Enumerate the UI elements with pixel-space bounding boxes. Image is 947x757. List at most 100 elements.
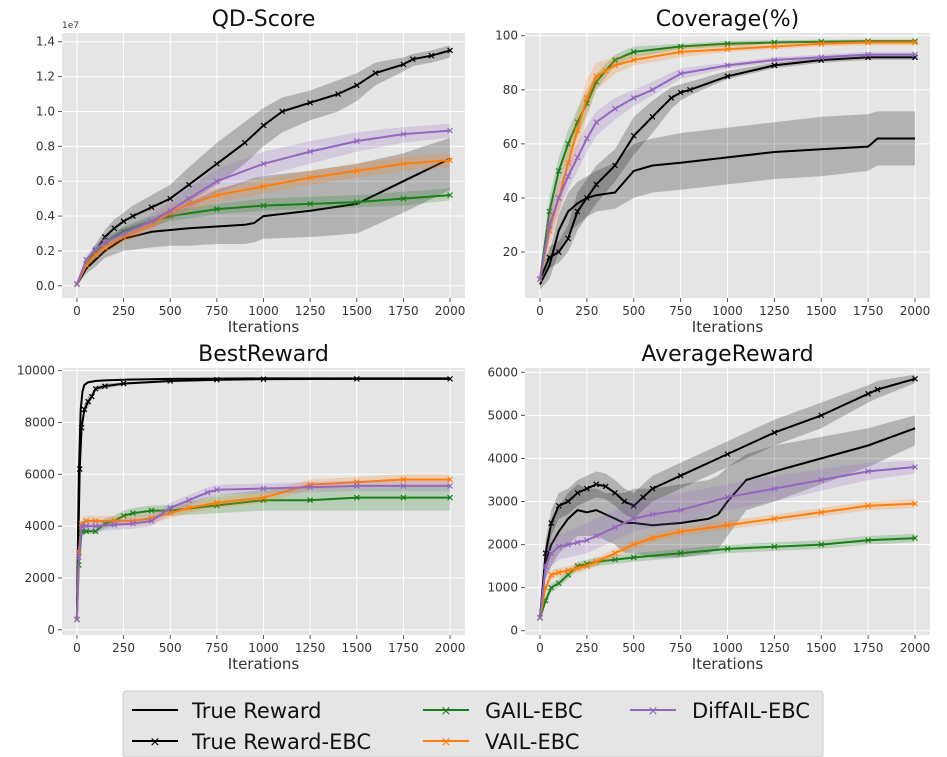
point-true-reward-ebc (912, 375, 918, 382)
point-true-reward-ebc (307, 99, 314, 106)
band-true-reward (540, 111, 915, 290)
point-vail-ebc (185, 200, 192, 207)
point-vail-ebc (307, 174, 314, 181)
point-true-reward-ebc (555, 249, 562, 255)
point-diffail-ebc (213, 178, 220, 185)
y-tick-label: 3000 (487, 495, 518, 509)
point-vail-ebc (101, 244, 108, 251)
point-true-reward-ebc (88, 393, 95, 400)
series-diffail-ebc (537, 51, 918, 285)
point-vail-ebc (593, 73, 600, 80)
point-diffail-ebc (204, 489, 211, 496)
series-true-reward (76, 137, 451, 286)
point-vail-ebc (213, 499, 220, 506)
point-true-reward-ebc (612, 489, 618, 496)
point-true-reward-ebc (668, 94, 675, 101)
point-gail-ebc (555, 167, 562, 174)
point-diffail-ebc (649, 86, 656, 93)
x-tick-label: 500 (159, 641, 182, 655)
x-tick-label: 2000 (900, 641, 931, 655)
x-tick-label: 500 (159, 304, 182, 318)
y-tick-label: 2000 (24, 571, 55, 585)
legend-marker-diffail-ebc: × (648, 704, 659, 719)
point-gail-ebc (447, 192, 453, 199)
point-gail-ebc (400, 195, 407, 202)
band-true-reward (540, 415, 915, 620)
x-tick-label: 750 (205, 641, 228, 655)
legend-marker-true-reward-ebc: × (150, 735, 161, 750)
point-gail-ebc (307, 200, 314, 207)
y-tick-label: 10000 (17, 364, 55, 378)
point-gail-ebc (724, 545, 731, 552)
point-diffail-ebc (129, 520, 136, 527)
point-diffail-ebc (677, 70, 684, 77)
point-gail-ebc (353, 494, 360, 501)
point-true-reward-ebc (602, 483, 609, 490)
x-tick-label: 1250 (759, 304, 790, 318)
point-diffail-ebc (574, 539, 581, 546)
point-vail-ebc (447, 157, 453, 164)
point-diffail-ebc (818, 477, 825, 483)
x-tick-label: 750 (669, 641, 692, 655)
point-true-reward-ebc (630, 132, 637, 139)
point-gail-ebc (865, 537, 872, 544)
point-true-reward-ebc (353, 82, 360, 89)
line-diffail-ebc (539, 53, 915, 280)
point-diffail-ebc (185, 497, 192, 504)
point-vail-ebc (677, 528, 684, 535)
point-diffail-ebc (75, 554, 82, 561)
point-gail-ebc (546, 208, 553, 215)
band-vail-ebc (76, 153, 451, 286)
series-true-reward (539, 111, 915, 290)
point-true-reward-ebc (630, 502, 637, 509)
y-tick-label: 6000 (24, 467, 55, 481)
point-gail-ebc (260, 202, 267, 209)
point-diffail-ebc (677, 507, 684, 514)
x-axis-label: Iterations (692, 318, 764, 336)
series-true-reward-ebc (74, 375, 453, 623)
panel-averagereward: 0 250 500 750 1000 1250 1500 1750 2000 0 1000 2000 3… (487, 342, 930, 673)
point-vail-ebc (353, 167, 360, 174)
x-tick-label: 1750 (388, 641, 419, 655)
point-true-reward-ebc (81, 406, 88, 413)
line-true-reward (76, 157, 451, 285)
point-vail-ebc (400, 476, 407, 483)
y-tick-label: 8000 (24, 415, 55, 429)
point-true-reward-ebc (565, 498, 572, 505)
point-vail-ebc (818, 40, 825, 47)
point-true-reward-ebc (548, 520, 555, 526)
point-diffail-ebc (400, 131, 407, 138)
point-diffail-ebc (612, 524, 618, 531)
x-tick-label: 750 (205, 304, 228, 318)
line-true-reward (539, 427, 916, 618)
point-true-reward-ebc (555, 502, 562, 509)
point-diffail-ebc (865, 51, 872, 58)
legend-label-diffail-ebc: DiffAIL-EBC (692, 699, 810, 723)
point-true-reward-ebc (213, 160, 220, 167)
point-diffail-ebc (593, 119, 600, 126)
point-diffail-ebc (92, 246, 99, 253)
x-tick-label: 1500 (342, 641, 373, 655)
point-true-reward-ebc (129, 213, 136, 219)
x-tick-label: 1750 (853, 304, 884, 318)
point-vail-ebc (630, 57, 637, 63)
y-tick-label: 1000 (487, 581, 518, 595)
point-gail-ebc (148, 507, 155, 514)
series-vail-ebc (537, 499, 918, 621)
point-diffail-ebc (548, 550, 555, 557)
point-vail-ebc (677, 49, 684, 55)
point-vail-ebc (771, 43, 778, 50)
point-diffail-ebc (546, 222, 553, 228)
point-diffail-ebc (555, 543, 562, 550)
line-vail-ebc (75, 478, 451, 620)
point-diffail-ebc (574, 154, 581, 161)
point-true-reward-ebc (400, 61, 407, 68)
point-true-reward-ebc (593, 481, 600, 488)
point-true-reward-ebc (771, 429, 778, 436)
point-true-reward-ebc (593, 181, 600, 188)
point-diffail-ebc (185, 195, 192, 202)
y-tick-label: 1.2 (36, 70, 55, 84)
x-tick-label: 2000 (435, 641, 466, 655)
point-diffail-ebc (92, 523, 99, 530)
point-true-reward-ebc (574, 489, 581, 496)
